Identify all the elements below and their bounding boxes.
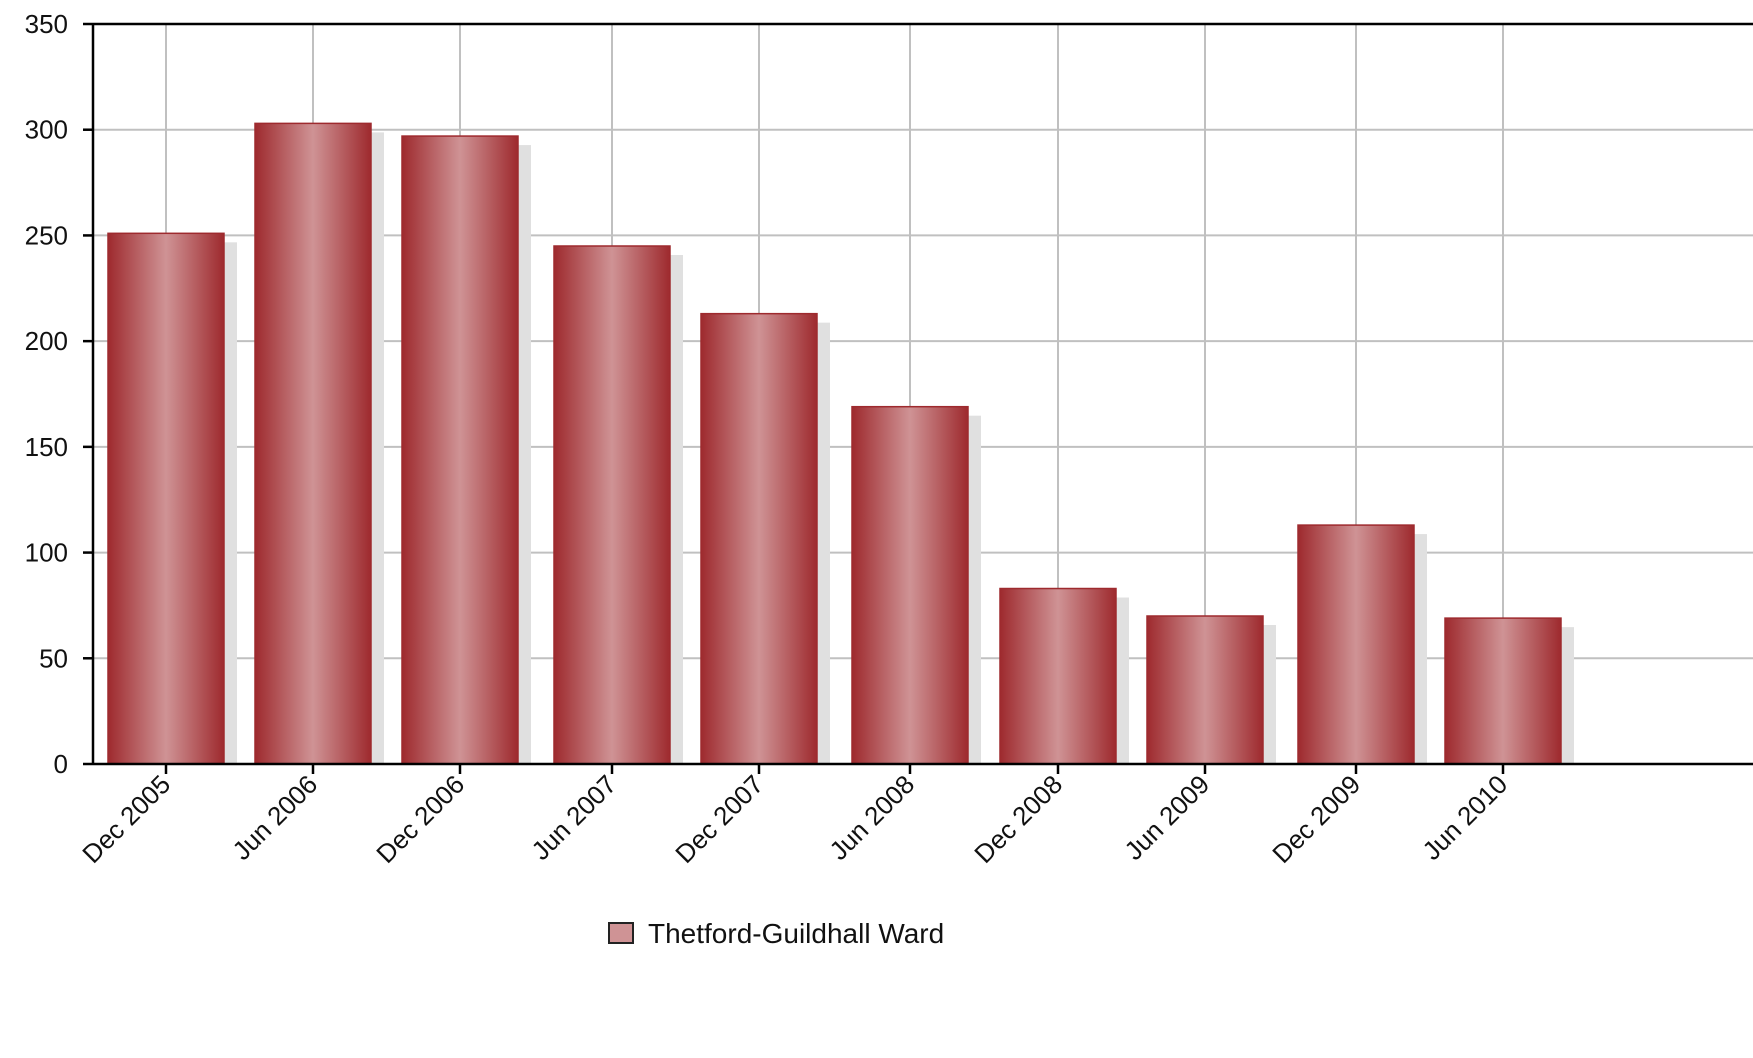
x-tick-label: Dec 2009 — [1266, 769, 1366, 869]
bar — [1146, 615, 1264, 765]
bar — [851, 405, 969, 765]
bar — [1444, 617, 1562, 765]
x-tick-label: Dec 2005 — [76, 769, 176, 869]
bar — [254, 122, 372, 765]
y-tick-label: 0 — [54, 749, 68, 779]
y-tick-label: 300 — [25, 115, 68, 145]
bar — [107, 232, 225, 765]
y-tick-label: 350 — [25, 9, 68, 39]
axes — [83, 22, 1753, 774]
legend: Thetford-Guildhall Ward — [608, 918, 944, 949]
x-tick-label: Dec 2008 — [968, 769, 1068, 869]
y-tick-label: 50 — [39, 643, 68, 673]
x-tick-label: Jun 2007 — [525, 769, 622, 866]
bar — [999, 587, 1117, 765]
x-tick-labels: Dec 2005 Jun 2006 Dec 2006 Jun 2007 Dec 2007… — [76, 769, 1513, 869]
y-tick-labels: 0 50 100 150 200 250 300 350 — [25, 9, 68, 779]
legend-label: Thetford-Guildhall Ward — [648, 918, 944, 949]
bar — [401, 135, 519, 765]
y-tick-label: 150 — [25, 432, 68, 462]
x-tick-label: Dec 2007 — [669, 769, 769, 869]
y-tick-label: 100 — [25, 538, 68, 568]
bars — [107, 122, 1562, 765]
legend-swatch — [608, 922, 634, 944]
bar — [1297, 524, 1415, 765]
y-tick-label: 250 — [25, 220, 68, 250]
y-tick-label: 200 — [25, 326, 68, 356]
x-tick-label: Jun 2008 — [823, 769, 920, 866]
x-tick-label: Jun 2010 — [1416, 769, 1513, 866]
x-tick-label: Jun 2009 — [1118, 769, 1215, 866]
bar — [700, 312, 818, 765]
bar — [553, 245, 671, 765]
x-tick-label: Jun 2006 — [226, 769, 323, 866]
x-tick-label: Dec 2006 — [370, 769, 470, 869]
